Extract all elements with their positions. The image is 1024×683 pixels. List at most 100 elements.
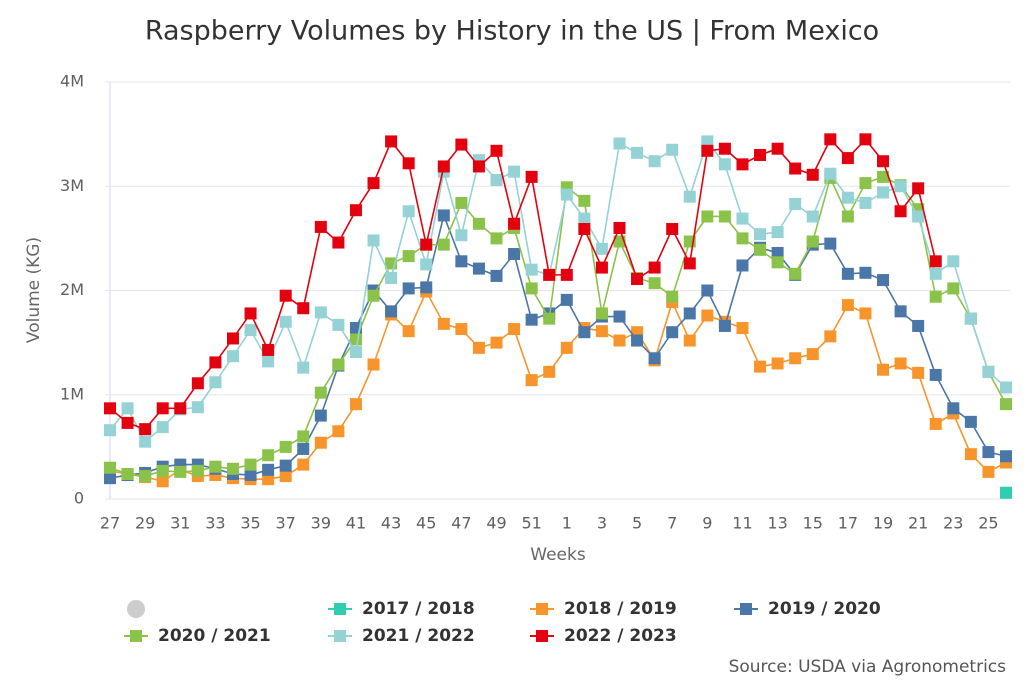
data-point <box>226 462 239 475</box>
data-point <box>1000 486 1012 499</box>
chart-title: Raspberry Volumes by History in the US |… <box>145 16 879 47</box>
data-point <box>402 325 415 338</box>
data-point <box>104 472 116 485</box>
x-tick-label: 29 <box>135 514 155 533</box>
data-point <box>455 138 468 151</box>
data-point <box>929 417 942 430</box>
data-point <box>174 465 187 478</box>
data-point <box>385 305 398 318</box>
data-point <box>349 346 362 359</box>
data-point <box>297 458 310 471</box>
data-point <box>701 309 714 322</box>
legend-label[interactable]: 2018 / 2019 <box>564 599 677 619</box>
data-point <box>877 274 890 287</box>
data-point <box>877 363 890 376</box>
data-point <box>262 355 275 368</box>
data-point <box>455 323 468 336</box>
data-point <box>402 157 415 170</box>
data-point <box>139 470 152 483</box>
data-point <box>754 228 767 241</box>
data-point <box>841 210 854 223</box>
x-tick-label: 51 <box>521 514 541 533</box>
data-point <box>560 188 573 201</box>
data-point <box>683 190 696 203</box>
x-tick-label: 9 <box>702 514 712 533</box>
data-point <box>543 268 556 281</box>
y-tick-label: 0 <box>74 489 84 508</box>
x-tick-label: 41 <box>346 514 366 533</box>
data-point <box>525 282 538 295</box>
data-point <box>841 152 854 165</box>
data-point <box>613 334 626 347</box>
data-point <box>947 255 960 268</box>
data-point <box>578 194 591 207</box>
data-point <box>437 160 450 173</box>
data-point <box>279 459 292 472</box>
data-point <box>824 237 837 250</box>
legend-label[interactable]: 2021 / 2022 <box>362 626 475 646</box>
data-point <box>244 458 257 471</box>
x-tick-label: 31 <box>170 514 190 533</box>
data-point <box>543 312 556 325</box>
data-point <box>279 289 292 302</box>
data-point <box>929 267 942 280</box>
y-tick-label: 2M <box>60 280 84 299</box>
data-point <box>437 317 450 330</box>
data-point <box>525 170 538 183</box>
legend-label[interactable]: 2020 / 2021 <box>158 626 271 646</box>
data-point <box>314 220 327 233</box>
legend-marker <box>536 603 548 615</box>
legend-label[interactable]: 2022 / 2023 <box>564 626 677 646</box>
data-point <box>894 305 907 318</box>
data-point <box>121 467 134 480</box>
x-tick-label: 25 <box>978 514 998 533</box>
data-point <box>964 448 977 461</box>
data-point <box>508 165 521 178</box>
data-point <box>367 289 380 302</box>
data-point <box>472 160 485 173</box>
data-point <box>191 464 204 477</box>
x-tick-label: 11 <box>732 514 752 533</box>
data-point <box>841 299 854 312</box>
data-point <box>402 205 415 218</box>
data-point <box>789 352 802 365</box>
x-tick-label: 15 <box>803 514 823 533</box>
data-point <box>560 293 573 306</box>
data-point <box>771 256 784 269</box>
data-point <box>718 142 731 155</box>
data-point <box>701 284 714 297</box>
data-point <box>560 341 573 354</box>
x-tick-label: 3 <box>597 514 607 533</box>
data-point <box>789 197 802 210</box>
x-tick-label: 33 <box>205 514 225 533</box>
data-point <box>226 350 239 363</box>
data-point <box>156 402 169 415</box>
data-point <box>631 146 644 159</box>
data-point <box>1000 381 1012 394</box>
x-tick-label: 43 <box>381 514 401 533</box>
data-point <box>279 470 292 483</box>
data-point <box>982 365 995 378</box>
data-point <box>982 465 995 478</box>
legend-label[interactable]: 2017 / 2018 <box>362 599 475 619</box>
x-tick-label: 23 <box>943 514 963 533</box>
data-point <box>736 212 749 225</box>
data-point <box>736 232 749 245</box>
data-point <box>262 463 275 476</box>
y-tick-label: 3M <box>60 176 84 195</box>
data-point <box>297 302 310 315</box>
legend-label[interactable]: 2019 / 2020 <box>768 599 881 619</box>
data-point <box>420 238 433 251</box>
data-point <box>508 217 521 230</box>
data-point <box>894 205 907 218</box>
data-point <box>244 469 257 482</box>
data-point <box>525 263 538 276</box>
data-point <box>226 332 239 345</box>
data-point <box>595 307 608 320</box>
data-point <box>578 326 591 339</box>
data-point <box>736 259 749 272</box>
data-point <box>683 307 696 320</box>
data-point <box>104 424 116 437</box>
data-point <box>666 222 679 235</box>
data-point <box>683 257 696 270</box>
